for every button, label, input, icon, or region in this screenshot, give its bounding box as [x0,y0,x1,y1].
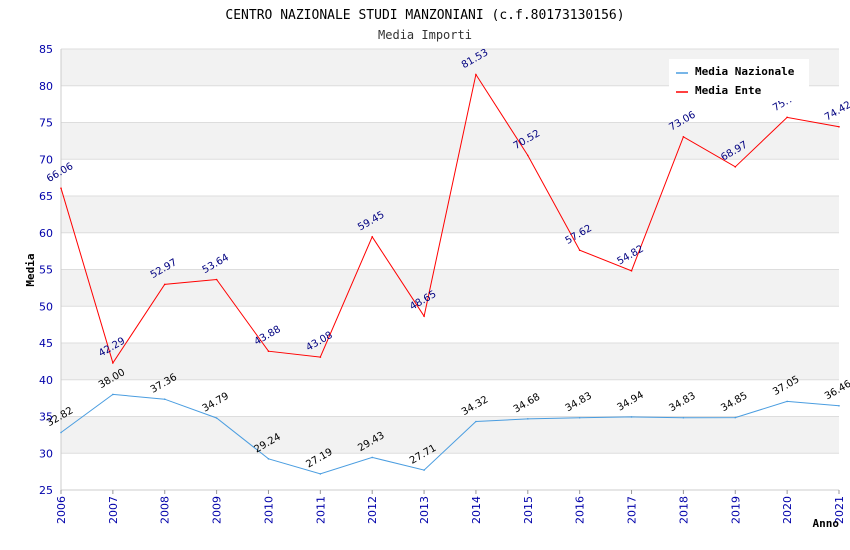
data-label: 34.85 [719,390,749,414]
data-point [630,270,633,272]
y-tick-label: 40 [39,374,53,387]
y-axis: 25 30 35 40 45 50 55 60 65 70 75 80 85 [39,43,53,497]
chart-title: CENTRO NAZIONALE STUDI MANZONIANI (c.f.8… [225,8,624,23]
data-point [682,135,685,138]
chart-subtitle: Media Importi [378,28,472,42]
y-tick-label: 35 [39,411,53,424]
data-label: 34.83 [564,391,594,415]
data-label: 54.82 [616,244,646,268]
data-point [215,417,218,419]
y-tick-label: 55 [39,264,53,277]
data-point [371,456,374,459]
data-point [786,116,788,119]
y-tick-label: 80 [39,80,53,93]
y-tick-label: 25 [39,484,53,497]
x-tick-label: 2021 [833,496,846,524]
x-tick-label: 2014 [470,496,483,524]
legend-label-media-ente: Media Ente [695,84,762,97]
x-tick-label: 2011 [314,496,327,524]
data-label: 34.79 [201,391,231,415]
data-point [112,362,114,364]
series-lines [60,73,840,475]
data-label: 36.46 [823,379,850,403]
data-point [215,278,218,281]
x-axis: 2006 2007 2008 2009 2010 2011 2012 2013 2014 2015… [55,490,846,524]
x-tick-label: 2019 [729,496,742,524]
y-tick-label: 85 [39,43,53,56]
grid-lines [60,48,839,491]
y-tick-label: 60 [39,227,53,240]
data-point [60,187,62,190]
legend-label-media-nazionale: Media Nazionale [695,65,795,78]
grid-band [61,196,839,233]
data-point [786,400,788,403]
data-point [267,458,270,460]
x-tick-label: 2017 [626,496,639,524]
y-tick-label: 65 [39,190,53,203]
x-tick-label: 2012 [366,496,379,524]
series-line-media-ente [60,73,840,365]
y-tick-label: 45 [39,337,53,350]
x-tick-label: 2009 [211,496,224,524]
grid-band [61,416,839,454]
data-point [630,416,633,418]
data-label: 74.42 [823,100,850,124]
data-point [163,283,166,286]
data-point [319,473,322,475]
series-line-media-nazionale [60,393,840,475]
x-axis-label: Anno [813,517,840,530]
data-point [682,416,685,419]
data-point [423,315,425,317]
legend-box [669,59,809,101]
x-tick-label: 2010 [262,496,275,524]
data-point [734,166,737,168]
grid-band [61,122,839,160]
y-tick-label: 50 [39,300,53,313]
data-point [319,356,322,358]
data-point [838,125,840,128]
y-tick-label: 75 [39,117,53,130]
x-tick-label: 2015 [522,496,535,524]
data-label: 34.94 [616,390,646,414]
y-axis-label: Media [24,253,37,286]
data-point [112,393,114,396]
data-point [578,249,581,252]
x-tick-label: 2013 [418,496,431,524]
x-tick-label: 2007 [107,496,120,524]
data-label: 34.83 [667,391,697,415]
data-label: 34.68 [512,392,542,416]
data-point [578,416,581,419]
x-tick-label: 2020 [781,496,794,524]
data-point [475,73,477,76]
data-point [527,154,529,157]
data-point [60,431,62,434]
grid-band [61,269,839,307]
grid-bands [61,49,839,454]
data-point [838,404,840,407]
x-tick-label: 2016 [574,496,587,524]
y-tick-label: 70 [39,153,53,166]
data-label: 34.32 [460,394,490,418]
data-point [527,418,529,420]
data-point [475,420,477,423]
legend: Media Nazionale Media Ente [669,59,809,101]
grid-band [61,343,839,380]
data-point [423,469,425,471]
data-point [371,235,374,238]
data-point [734,416,737,419]
data-point [267,350,270,353]
data-point [163,398,166,400]
y-tick-label: 30 [39,447,53,460]
x-tick-label: 2018 [677,496,690,524]
x-tick-label: 2008 [159,496,172,524]
x-tick-label: 2006 [55,496,68,524]
